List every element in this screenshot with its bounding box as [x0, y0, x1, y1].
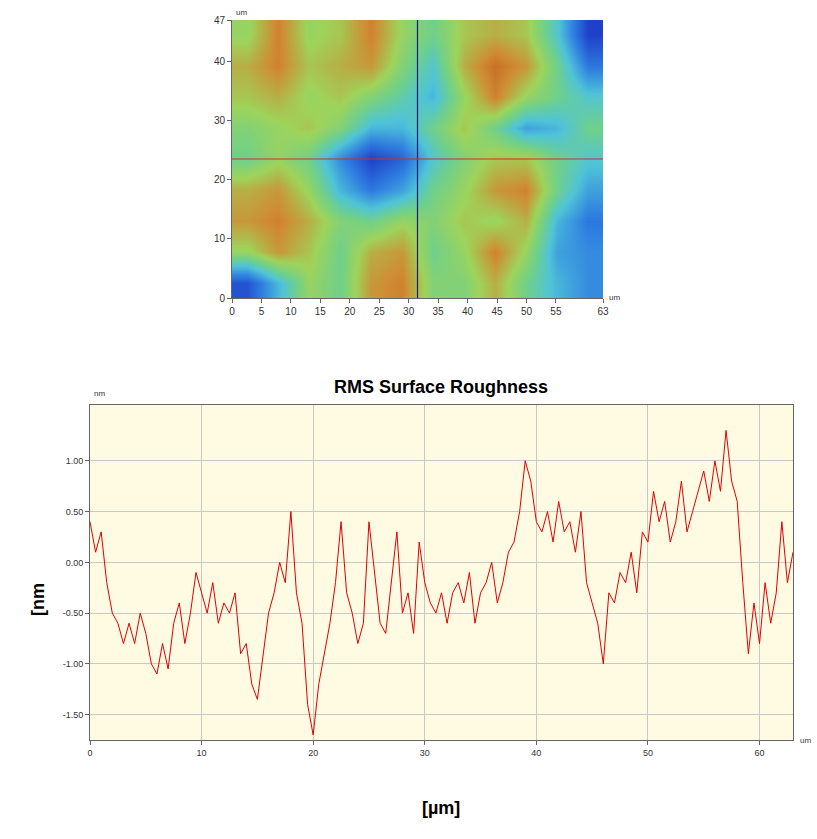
svg-text:15: 15	[315, 306, 327, 317]
svg-text:10: 10	[197, 748, 207, 758]
svg-text:-0.50: -0.50	[63, 608, 84, 618]
svg-text:-1.50: -1.50	[63, 710, 84, 720]
svg-text:0.50: 0.50	[66, 507, 84, 517]
svg-text:30: 30	[403, 306, 415, 317]
svg-text:30: 30	[420, 748, 430, 758]
svg-text:50: 50	[643, 748, 653, 758]
svg-text:0.00: 0.00	[66, 558, 84, 568]
svg-text:RMS Surface Roughness: RMS Surface Roughness	[334, 377, 548, 397]
svg-text:30: 30	[214, 115, 226, 126]
svg-text:[nm: [nm	[28, 583, 48, 616]
svg-text:0: 0	[87, 748, 92, 758]
svg-text:45: 45	[491, 306, 503, 317]
svg-text:63: 63	[597, 306, 609, 317]
svg-text:40: 40	[214, 56, 226, 67]
svg-text:40: 40	[462, 306, 474, 317]
svg-text:um: um	[609, 293, 620, 302]
svg-text:0: 0	[229, 306, 235, 317]
svg-text:10: 10	[214, 233, 226, 244]
svg-text:47: 47	[214, 15, 226, 26]
svg-text:60: 60	[755, 748, 765, 758]
svg-text:um: um	[800, 736, 811, 745]
svg-text:5: 5	[259, 306, 265, 317]
svg-text:55: 55	[550, 306, 562, 317]
svg-text:-1.00: -1.00	[63, 659, 84, 669]
svg-text:nm: nm	[94, 389, 105, 398]
svg-text:20: 20	[308, 748, 318, 758]
svg-text:20: 20	[344, 306, 356, 317]
svg-text:0: 0	[219, 293, 225, 304]
svg-text:25: 25	[374, 306, 386, 317]
svg-text:um: um	[236, 8, 247, 17]
svg-text:35: 35	[433, 306, 445, 317]
svg-text:20: 20	[214, 174, 226, 185]
svg-text:[µm]: [µm]	[422, 798, 460, 818]
svg-text:50: 50	[521, 306, 533, 317]
svg-text:10: 10	[285, 306, 297, 317]
svg-text:40: 40	[531, 748, 541, 758]
svg-text:1.00: 1.00	[66, 456, 84, 466]
